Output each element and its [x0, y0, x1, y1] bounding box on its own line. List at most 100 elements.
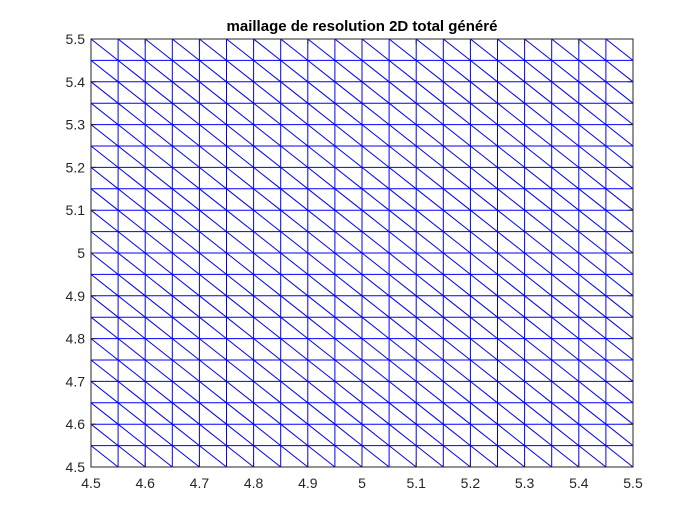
y-tick-label: 5.3	[66, 117, 86, 133]
mesh-diagonal-line	[524, 423, 553, 446]
mesh-diagonal-line	[388, 102, 417, 125]
x-tick-label: 5.2	[461, 475, 481, 491]
mesh-diagonal-line	[253, 188, 282, 211]
mesh-diagonal-line	[90, 402, 119, 425]
mesh-diagonal-line	[551, 145, 580, 168]
mesh-diagonal-line	[171, 188, 200, 211]
mesh-diagonal-line	[144, 295, 173, 318]
mesh-diagonal-line	[307, 81, 336, 104]
mesh-diagonal-line	[253, 423, 282, 446]
mesh-diagonal-line	[90, 274, 119, 297]
mesh-diagonal-line	[171, 423, 200, 446]
mesh-diagonal-line	[144, 209, 173, 232]
mesh-diagonal-line	[388, 60, 417, 83]
mesh-diagonal-line	[171, 381, 200, 404]
x-tick-label: 5.3	[515, 475, 535, 491]
mesh-diagonal-line	[307, 188, 336, 211]
y-tick-label: 5.4	[66, 74, 86, 90]
mesh-diagonal-line	[388, 274, 417, 297]
mesh-diagonal-line	[388, 167, 417, 190]
mesh-diagonal-line	[171, 338, 200, 361]
mesh-diagonal-line	[144, 445, 173, 468]
mesh-diagonal-line	[605, 381, 634, 404]
mesh-diagonal-line	[578, 316, 607, 339]
mesh-diagonal-line	[388, 316, 417, 339]
mesh-diagonal-line	[470, 295, 498, 318]
mesh-diagonal-line	[524, 81, 553, 104]
mesh-diagonal-line	[117, 295, 146, 318]
mesh-diagonal-line	[226, 316, 254, 339]
mesh-diagonal-line	[307, 60, 336, 83]
mesh-diagonal-line	[307, 316, 336, 339]
mesh-diagonal-line	[470, 445, 498, 468]
mesh-diagonal-line	[497, 445, 525, 468]
mesh-diagonal-line	[144, 359, 173, 382]
mesh-diagonal-line	[361, 38, 390, 61]
mesh-diagonal-line	[90, 167, 119, 190]
mesh-diagonal-line	[578, 209, 607, 232]
mesh-diagonal-line	[90, 252, 119, 275]
mesh-diagonal-line	[442, 359, 471, 382]
mesh-diagonal-line	[470, 38, 498, 61]
mesh-diagonal-line	[470, 274, 498, 297]
mesh-diagonal-line	[253, 231, 282, 254]
mesh-diagonal-line	[551, 124, 580, 147]
mesh-diagonal-line	[605, 231, 634, 254]
mesh-diagonal-line	[280, 188, 309, 211]
y-tick-label: 4.7	[66, 373, 86, 389]
mesh-diagonal-line	[578, 445, 607, 468]
mesh-diagonal-line	[415, 381, 444, 404]
mesh-diagonal-line	[253, 252, 282, 275]
mesh-diagonal-line	[253, 38, 282, 61]
mesh-diagonal-line	[280, 316, 309, 339]
y-tick-label: 5.5	[66, 31, 86, 47]
mesh-diagonal-line	[307, 402, 336, 425]
mesh-diagonal-line	[442, 445, 471, 468]
mesh-diagonal-line	[226, 381, 254, 404]
mesh-diagonal-line	[334, 81, 363, 104]
mesh-diagonal-line	[280, 81, 309, 104]
mesh-diagonal-line	[415, 423, 444, 446]
mesh-diagonal-line	[605, 102, 634, 125]
mesh-diagonal-line	[578, 359, 607, 382]
mesh-diagonal-line	[605, 316, 634, 339]
mesh-diagonal-line	[605, 423, 634, 446]
mesh-diagonal-line	[253, 402, 282, 425]
x-tick-labels: 4.5 4.6 4.7 4.8 4.9 5 5.1 5.2 5.3 5.4 5.5	[81, 475, 643, 491]
mesh-diagonal-line	[253, 209, 282, 232]
mesh-diagonal-line	[280, 359, 309, 382]
mesh-diagonal-line	[144, 231, 173, 254]
mesh-diagonal-line	[605, 359, 634, 382]
x-tick-label: 5.4	[569, 475, 589, 491]
mesh-diagonal-line	[171, 359, 200, 382]
mesh-diagonal-line	[442, 38, 471, 61]
mesh-diagonal-line	[470, 402, 498, 425]
mesh-diagonal-line	[524, 274, 553, 297]
mesh-diagonal-line	[388, 338, 417, 361]
mesh-diagonal-line	[470, 381, 498, 404]
mesh-diagonal-line	[605, 445, 634, 468]
mesh-diagonal-line	[497, 167, 525, 190]
mesh-diagonal-line	[280, 231, 309, 254]
mesh-diagonal-line	[199, 445, 227, 468]
mesh-diagonal-line	[524, 295, 553, 318]
mesh-diagonal-line	[470, 359, 498, 382]
mesh-diagonal-line	[578, 338, 607, 361]
mesh-diagonal-line	[280, 295, 309, 318]
mesh-diagonal-line	[578, 81, 607, 104]
mesh-diagonal-line	[280, 124, 309, 147]
mesh-diagonal-line	[334, 102, 363, 125]
mesh-diagonal-line	[551, 381, 580, 404]
mesh-diagonal-line	[334, 381, 363, 404]
mesh-diagonal-line	[388, 445, 417, 468]
mesh-diagonal-line	[334, 359, 363, 382]
mesh-diagonal-line	[415, 252, 444, 275]
mesh-diagonal-line	[551, 209, 580, 232]
x-tick-label: 4.9	[298, 475, 318, 491]
mesh-diagonal-line	[388, 81, 417, 104]
mesh-diagonal-line	[226, 81, 254, 104]
mesh-diagonal-line	[578, 252, 607, 275]
mesh-diagonal-line	[605, 295, 634, 318]
mesh-diagonal-line	[307, 167, 336, 190]
mesh-diagonal-line	[605, 209, 634, 232]
